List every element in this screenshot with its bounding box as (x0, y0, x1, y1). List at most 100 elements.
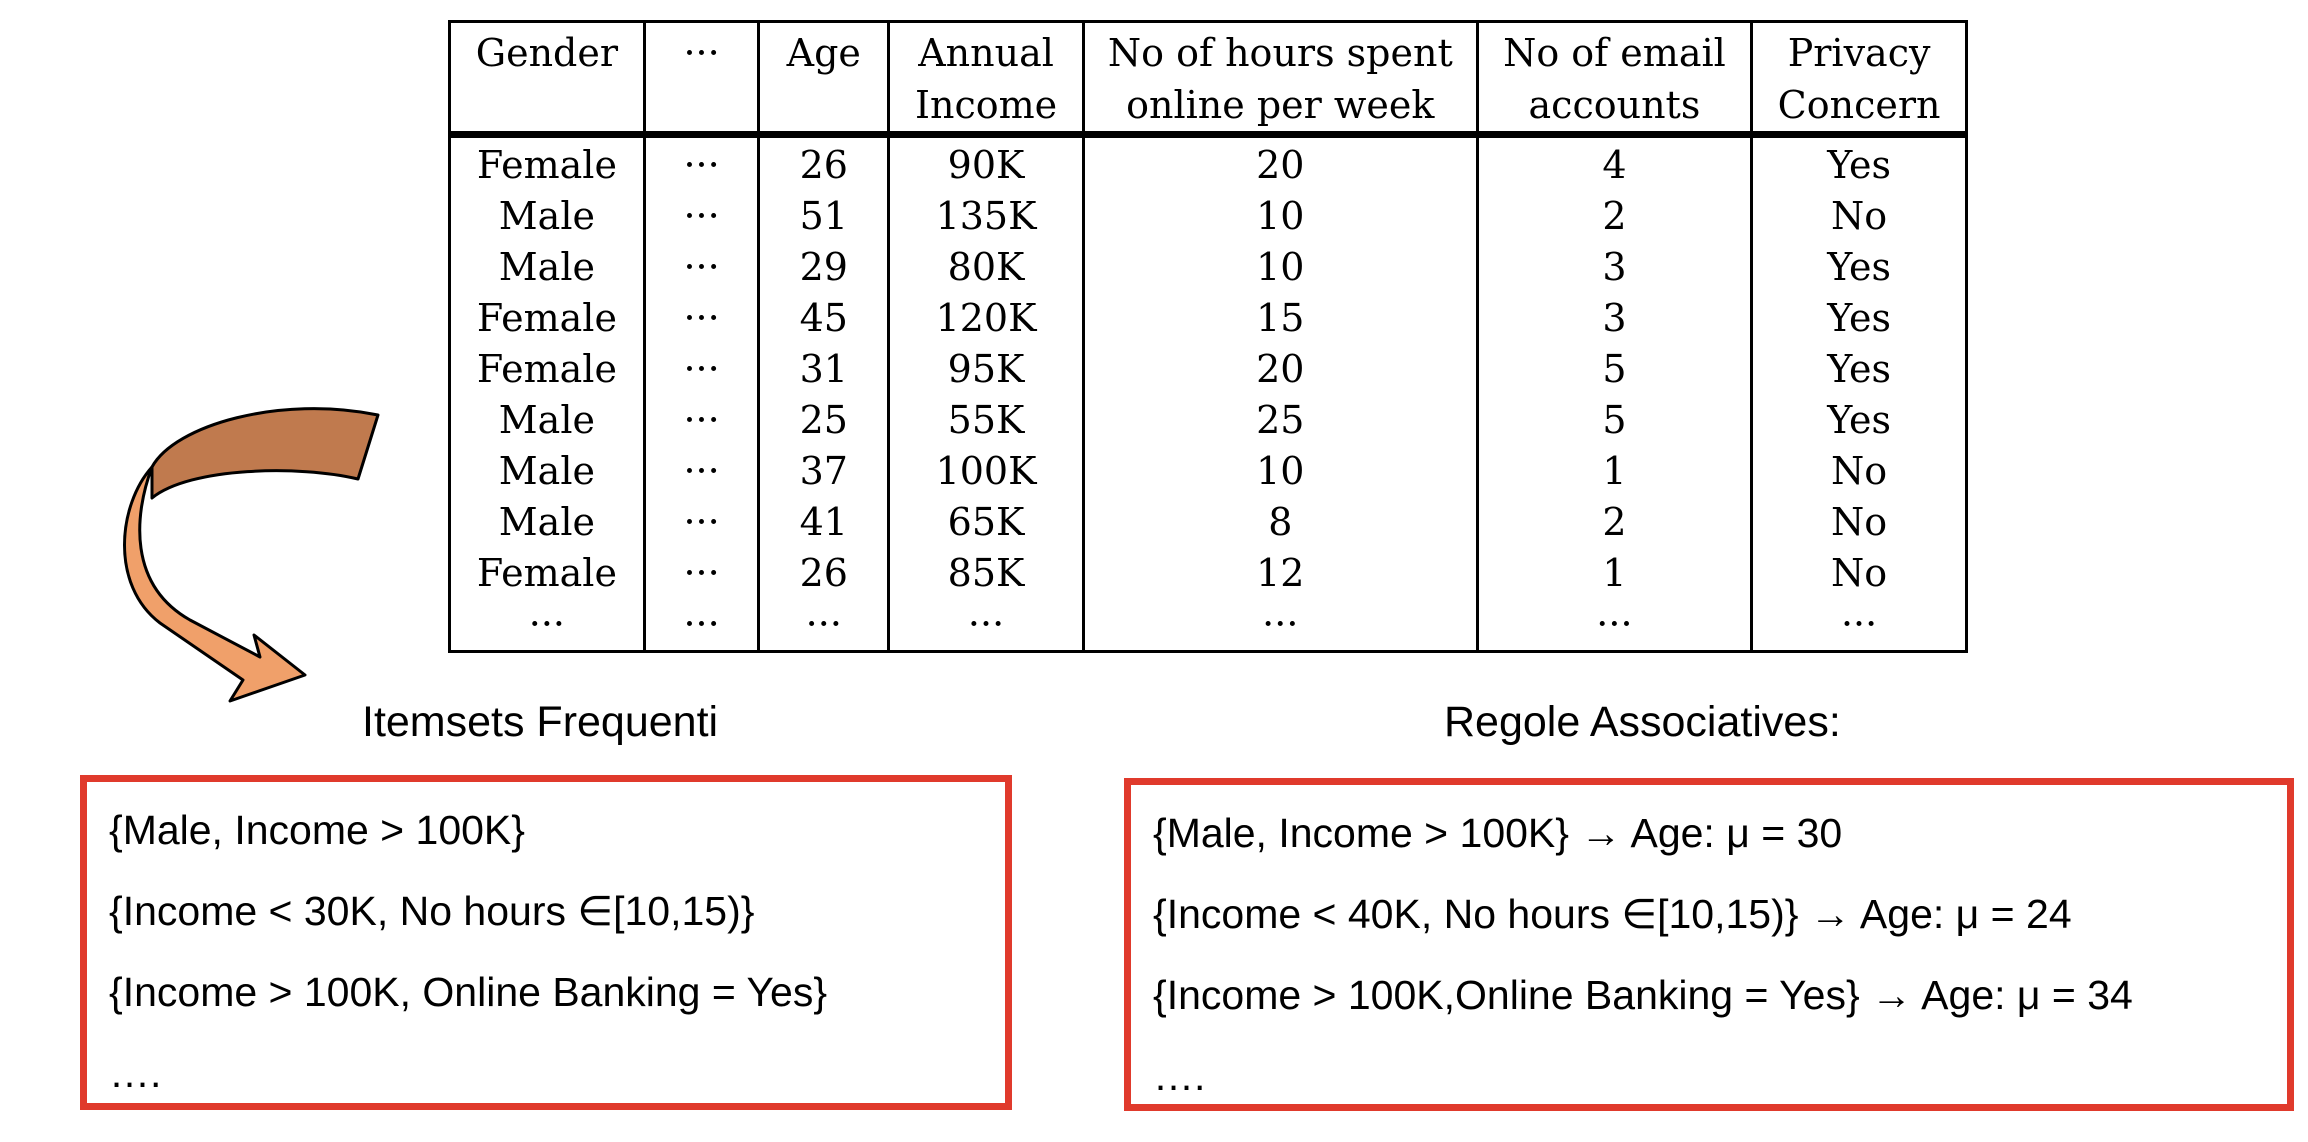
table-cell: Yes (1750, 395, 1968, 446)
column-header: Gender (448, 21, 646, 138)
table-row: Female ··· 26 85K 12 1 No (448, 548, 1968, 599)
column-header: ··· (642, 21, 761, 138)
table-cell: 29 (757, 242, 891, 293)
table-cell: 25 (1081, 395, 1479, 446)
survey-data-table: Gender ··· Age Annual Income No of hours … (448, 20, 1968, 653)
table-cell: ··· (448, 599, 646, 652)
table-cell: 55K (887, 395, 1085, 446)
table-cell: 135K (887, 191, 1085, 242)
itemset-item: …. (109, 1050, 162, 1096)
table-cell: ··· (642, 134, 761, 191)
table-cell: ··· (642, 395, 761, 446)
table-row: Male ··· 25 55K 25 5 Yes (448, 395, 1968, 446)
column-header: No of email accounts (1475, 21, 1754, 138)
table-cell: 12 (1081, 548, 1479, 599)
table-cell: No (1750, 446, 1968, 497)
frequent-itemsets-box: {Male, Income > 100K} {Income < 30K, No … (80, 775, 1012, 1110)
itemset-item: {Male, Income > 100K} (109, 807, 525, 853)
table-cell: Female (448, 134, 646, 191)
table-row: Male ··· 29 80K 10 3 Yes (448, 242, 1968, 293)
table-cell: Male (448, 395, 646, 446)
table-cell: ··· (642, 242, 761, 293)
column-header: Annual Income (887, 21, 1085, 138)
table-cell: 31 (757, 344, 891, 395)
table-cell: ··· (887, 599, 1085, 652)
table-row: ··· ··· ··· ··· ··· ··· ··· (448, 599, 1968, 652)
column-header: Privacy Concern (1750, 21, 1968, 138)
table-body: Female ··· 26 90K 20 4 Yes Male ··· 51 135K 10 2 No Ma… (448, 134, 1968, 652)
column-header: No of hours spent online per week (1081, 21, 1479, 138)
table-cell: Female (448, 344, 646, 395)
table-cell: 1 (1475, 548, 1754, 599)
table-cell: 80K (887, 242, 1085, 293)
table-cell: No (1750, 191, 1968, 242)
itemset-item: {Income < 30K, No hours ∈[10,15)} (109, 888, 755, 934)
arrow-upper-band (150, 407, 380, 500)
table-cell: No (1750, 548, 1968, 599)
rule-item: {Income > 100K,Online Banking = Yes} → A… (1153, 972, 2133, 1018)
rule-item: …. (1153, 1053, 1206, 1099)
table-cell: 15 (1081, 293, 1479, 344)
table-cell: ··· (1750, 599, 1968, 652)
table-cell: 4 (1475, 134, 1754, 191)
table-row: Female ··· 31 95K 20 5 Yes (448, 344, 1968, 395)
table-cell: 10 (1081, 242, 1479, 293)
table-cell: 1 (1475, 446, 1754, 497)
table-cell: Male (448, 242, 646, 293)
table-row: Male ··· 37 100K 10 1 No (448, 446, 1968, 497)
table-cell: 3 (1475, 242, 1754, 293)
table-cell: 5 (1475, 395, 1754, 446)
table-cell: Yes (1750, 293, 1968, 344)
table-cell: 3 (1475, 293, 1754, 344)
table-cell: ··· (642, 548, 761, 599)
table-cell: 45 (757, 293, 891, 344)
table-cell: 26 (757, 134, 891, 191)
table-cell: No (1750, 497, 1968, 548)
table-cell: 25 (757, 395, 891, 446)
curved-arrow-icon (123, 407, 380, 703)
table-header-row: Gender ··· Age Annual Income No of hours … (448, 21, 1968, 138)
table-cell: ··· (642, 599, 761, 652)
table-cell: Yes (1750, 344, 1968, 395)
table-cell: ··· (642, 446, 761, 497)
table-cell: 2 (1475, 191, 1754, 242)
column-header: Age (757, 21, 891, 138)
itemset-item: {Income > 100K, Online Banking = Yes} (109, 969, 828, 1015)
table-cell: 90K (887, 134, 1085, 191)
table-cell: 10 (1081, 446, 1479, 497)
table-cell: Male (448, 497, 646, 548)
rule-item: {Male, Income > 100K} → Age: μ = 30 (1153, 810, 1843, 856)
table-cell: ··· (757, 599, 891, 652)
association-rules-box: {Male, Income > 100K} → Age: μ = 30 {Inc… (1124, 778, 2294, 1111)
table-cell: Female (448, 548, 646, 599)
table-cell: ··· (642, 497, 761, 548)
table-cell: ··· (642, 191, 761, 242)
itemsets-title: Itemsets Frequenti (362, 698, 719, 746)
table-cell: 120K (887, 293, 1085, 344)
table-cell: ··· (1081, 599, 1479, 652)
table-cell: 26 (757, 548, 891, 599)
table-cell: 51 (757, 191, 891, 242)
table-cell: Male (448, 191, 646, 242)
table-cell: 5 (1475, 344, 1754, 395)
table-cell: 2 (1475, 497, 1754, 548)
arrow-lower-band (123, 465, 307, 703)
table-cell: 65K (887, 497, 1085, 548)
table-cell: 95K (887, 344, 1085, 395)
table-row: Male ··· 41 65K 8 2 No (448, 497, 1968, 548)
table-cell: 20 (1081, 134, 1479, 191)
rules-title: Regole Associatives: (1444, 698, 1841, 746)
table-cell: Male (448, 446, 646, 497)
table-row: Female ··· 45 120K 15 3 Yes (448, 293, 1968, 344)
table-cell: ··· (1475, 599, 1754, 652)
table-cell: Yes (1750, 134, 1968, 191)
table-cell: Yes (1750, 242, 1968, 293)
table-cell: 37 (757, 446, 891, 497)
table-cell: 41 (757, 497, 891, 548)
table-cell: 100K (887, 446, 1085, 497)
table-cell: ··· (642, 293, 761, 344)
table-cell: 10 (1081, 191, 1479, 242)
table-cell: ··· (642, 344, 761, 395)
rule-item: {Income < 40K, No hours ∈[10,15)} → Age:… (1153, 891, 2072, 937)
table-cell: Female (448, 293, 646, 344)
